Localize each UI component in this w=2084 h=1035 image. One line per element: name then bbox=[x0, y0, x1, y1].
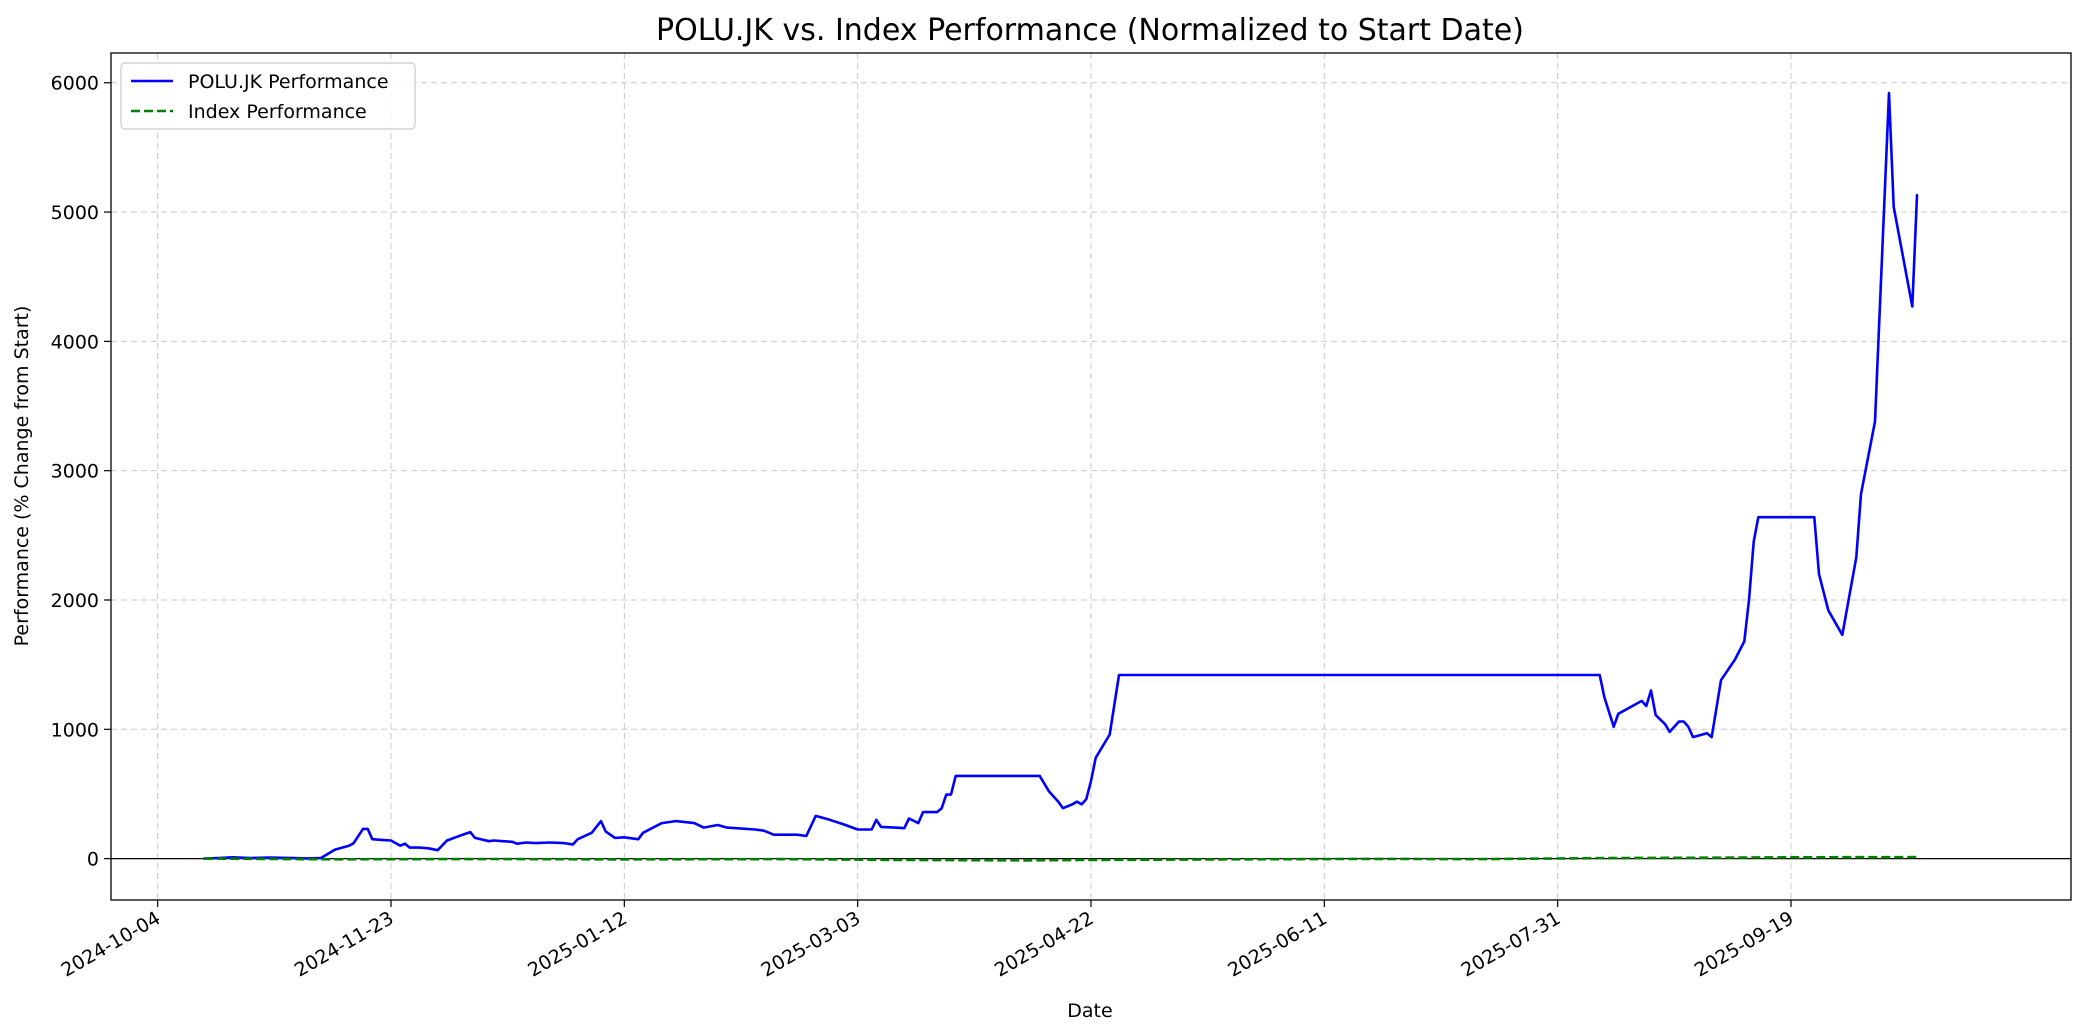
plot-area bbox=[111, 53, 2071, 900]
series-layer bbox=[203, 91, 1919, 862]
legend: POLU.JK Performance Index Performance bbox=[120, 62, 416, 130]
chart-title: POLU.JK vs. Index Performance (Normalize… bbox=[656, 13, 1524, 48]
series-line-index bbox=[204, 855, 1918, 862]
y-axis-label: Performance (% Change from Start) bbox=[11, 306, 33, 647]
y-tick-label: 5000 bbox=[51, 202, 99, 224]
grid-layer bbox=[111, 53, 2071, 900]
y-tick-label: 1000 bbox=[51, 719, 99, 741]
legend-box bbox=[120, 62, 416, 130]
legend-label-index: Index Performance bbox=[188, 101, 367, 123]
y-tick-label: 4000 bbox=[51, 331, 99, 353]
y-tick-label: 3000 bbox=[51, 461, 99, 483]
series-line-polu bbox=[203, 91, 1919, 860]
x-axis-label: Date bbox=[1067, 1000, 1112, 1022]
legend-label-polu: POLU.JK Performance bbox=[188, 71, 389, 93]
y-tick-label: 0 bbox=[87, 849, 99, 871]
y-axis-ticks: 0 1000 2000 3000 4000 5000 6000 bbox=[51, 73, 111, 871]
y-tick-label: 6000 bbox=[51, 73, 99, 95]
y-tick-label: 2000 bbox=[51, 590, 99, 612]
